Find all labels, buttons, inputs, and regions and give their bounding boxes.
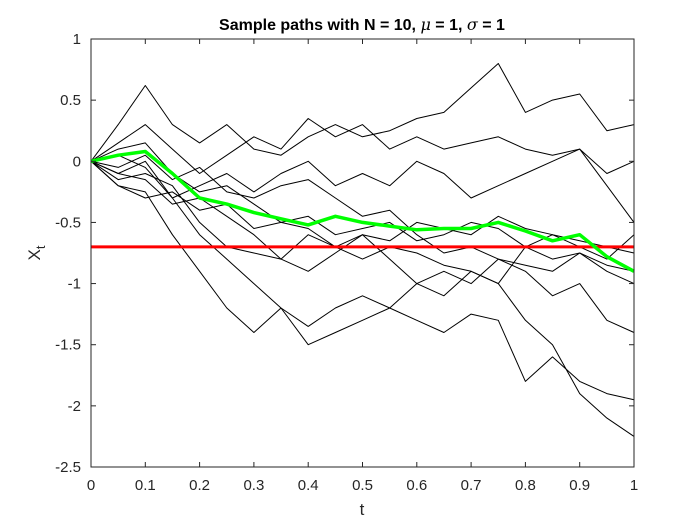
- x-tick-label: 0.8: [515, 477, 536, 494]
- x-tick-label: 0: [87, 477, 95, 494]
- x-tick-label: 0.7: [461, 477, 482, 494]
- y-tick-label: 0: [73, 153, 81, 170]
- title-sigma-text: = 1: [478, 17, 505, 34]
- title-prefix: Sample paths with N = 10,: [219, 17, 420, 34]
- x-tick-label: 0.4: [298, 477, 319, 494]
- x-tick-label: 0.9: [569, 477, 590, 494]
- x-tick-label: 0.2: [189, 477, 210, 494]
- x-tick-label: 0.1: [135, 477, 156, 494]
- y-tick-label: 1: [73, 31, 81, 48]
- sample-path-1: [90, 63, 635, 162]
- y-tick-label: -1.5: [55, 337, 81, 354]
- mean-path: [90, 149, 635, 273]
- y-axis-label-group: Xt: [25, 245, 48, 260]
- y-tick-label: -0.5: [55, 214, 81, 231]
- y-tick-label: 0.5: [60, 92, 81, 109]
- chart-title: Sample paths with N = 10, μ = 1, σ = 1: [219, 15, 505, 34]
- title-mu-symbol: μ: [420, 15, 430, 34]
- y-tick-label: -1: [68, 276, 81, 293]
- x-tick-label: 0.5: [352, 477, 373, 494]
- y-axis-label-subscript: t: [33, 245, 48, 249]
- x-tick-label: 0.6: [406, 477, 427, 494]
- sample-path-3: [90, 148, 635, 199]
- y-tick-label: -2.5: [55, 459, 81, 476]
- mean-path-layer: [90, 149, 635, 273]
- x-axis-label: t: [360, 500, 365, 519]
- x-tick-label: 0.3: [243, 477, 264, 494]
- sample-path-7: [90, 154, 635, 401]
- plot-area: [91, 39, 634, 467]
- sample-path-10: [90, 154, 635, 285]
- x-tick-label: 1: [630, 477, 638, 494]
- y-tick-label: -2: [68, 398, 81, 415]
- axis-ticks: 0 0.1 0.2 0.3 0.4 0.5 0.6 0.7 0.8 0.9 1 1 0.5 0 -0.5 -1…: [55, 31, 638, 494]
- y-axis-label: Xt: [25, 245, 48, 260]
- y-axis-label-main: X: [25, 249, 44, 260]
- title-mu-text: = 1,: [431, 17, 467, 34]
- title-sigma-symbol: σ: [467, 15, 479, 34]
- sample-path-5: [90, 160, 635, 285]
- sample-path-2: [90, 118, 635, 223]
